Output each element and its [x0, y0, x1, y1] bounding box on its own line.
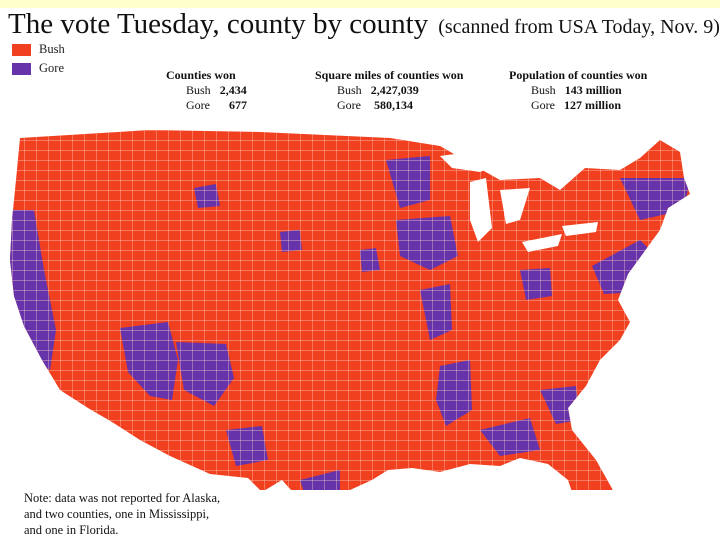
stat-candidate: Gore — [531, 98, 555, 112]
stat-value: 127 million — [564, 98, 622, 112]
stat-candidate: Bush — [337, 83, 362, 97]
footnote-line: and two counties, one in Mississippi, — [24, 507, 210, 521]
legend-label-gore: Gore — [39, 61, 64, 75]
legend: Bush Gore — [12, 40, 65, 78]
stat-candidate: Gore — [186, 98, 210, 112]
stat-value: 2,427,039 — [370, 83, 419, 97]
stat-value: 143 million — [564, 83, 622, 97]
footnote: Note: data was not reported for Alaska, … — [24, 490, 220, 538]
top-band — [0, 0, 720, 8]
stat-candidate: Bush — [531, 83, 556, 97]
stat-population: Population of counties won Bush 143 mill… — [509, 68, 647, 113]
stat-row-bush: Bush 143 million — [509, 83, 647, 98]
stat-value: 580,134 — [374, 98, 413, 112]
stat-row-gore: Gore 677 — [166, 98, 247, 113]
stat-heading: Counties won — [166, 68, 236, 82]
footnote-line: Note: data was not reported for Alaska, — [24, 491, 221, 505]
county-map — [10, 130, 690, 490]
stat-row-bush: Bush 2,427,039 — [315, 83, 463, 98]
legend-label-bush: Bush — [39, 42, 65, 56]
stat-square-miles: Square miles of counties won Bush 2,427,… — [315, 68, 463, 113]
stat-row-gore: Gore 580,134 — [315, 98, 463, 113]
stat-value: 677 — [229, 98, 247, 112]
gore-swatch — [12, 62, 31, 75]
stat-heading: Population of counties won — [509, 68, 648, 82]
great-lakes — [440, 152, 598, 252]
stat-row-bush: Bush 2,434 — [166, 83, 247, 98]
footnote-line: and one in Florida. — [24, 523, 119, 537]
stat-value: 2,434 — [219, 83, 247, 97]
stat-candidate: Gore — [337, 98, 361, 112]
title-source: (scanned from USA Today, Nov. 9) — [438, 16, 720, 38]
title-main: The vote Tuesday, county by county — [8, 8, 429, 40]
stat-heading: Square miles of counties won — [315, 68, 464, 82]
legend-item-gore: Gore — [12, 59, 65, 78]
stat-counties-won: Counties won Bush 2,434 Gore 677 — [166, 68, 247, 113]
map-title: The vote Tuesday, county by county (scan… — [8, 8, 720, 41]
legend-item-bush: Bush — [12, 40, 65, 59]
stat-row-gore: Gore 127 million — [509, 98, 647, 113]
bush-swatch — [12, 43, 31, 56]
stat-candidate: Bush — [186, 83, 211, 97]
